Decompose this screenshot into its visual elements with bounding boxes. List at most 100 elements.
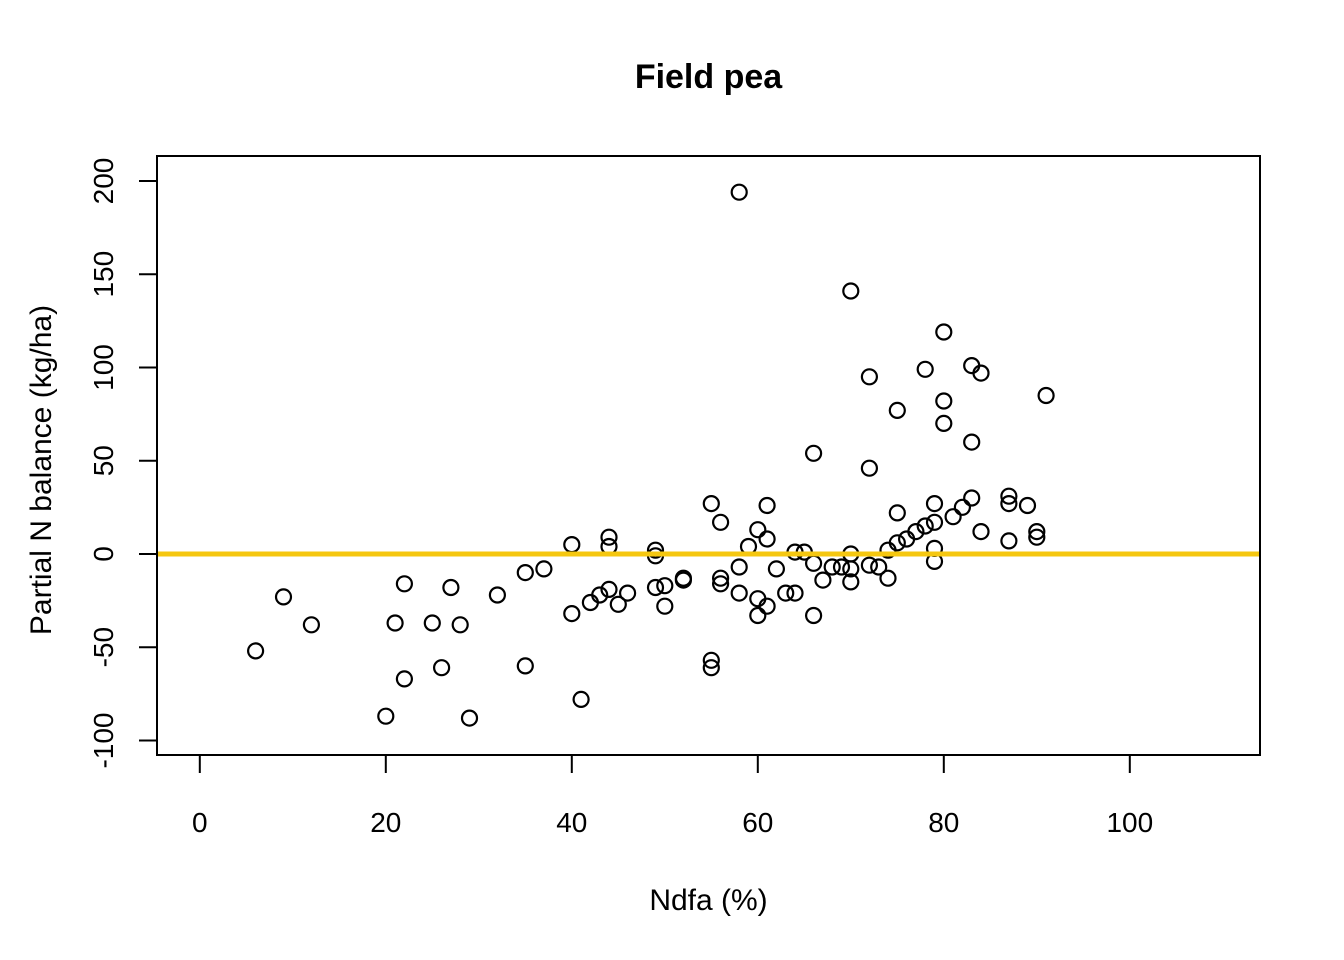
data-point	[944, 508, 962, 526]
data-point	[377, 707, 395, 725]
data-point	[749, 606, 767, 625]
y-axis-tick-label: 200	[88, 158, 119, 205]
data-point	[814, 571, 832, 589]
data-point	[870, 558, 888, 576]
data-point	[935, 323, 953, 341]
data-point	[702, 659, 720, 677]
data-point	[1028, 528, 1046, 546]
data-point	[600, 580, 618, 599]
data-point	[767, 560, 786, 578]
y-axis-label-text: Partial N balance (kg/ha)	[25, 304, 58, 636]
x-axis-tick-label: 0	[192, 807, 208, 838]
data-point	[860, 368, 879, 386]
data-point	[395, 670, 413, 688]
data-point	[711, 513, 730, 531]
data-point	[907, 522, 925, 541]
y-axis-tick-label: -50	[88, 627, 119, 667]
data-point	[842, 282, 860, 300]
x-axis-tick-label: 60	[742, 807, 773, 838]
data-point	[451, 616, 469, 634]
data-point	[591, 586, 609, 604]
data-point	[804, 554, 823, 572]
data-point	[609, 595, 627, 613]
data-point	[730, 558, 748, 576]
data-point	[963, 433, 981, 451]
data-point	[488, 586, 506, 604]
x-axis-tick-label: 100	[1106, 807, 1153, 838]
data-point	[572, 690, 590, 709]
data-point	[563, 604, 581, 623]
data-point	[1000, 532, 1018, 550]
data-point	[674, 569, 693, 587]
data-point	[702, 495, 720, 513]
data-point	[953, 498, 972, 516]
data-point	[786, 584, 804, 602]
data-point	[888, 534, 906, 552]
data-point	[442, 578, 460, 597]
data-point	[925, 495, 944, 513]
data-point	[730, 584, 748, 602]
data-point	[386, 614, 404, 632]
y-axis-tick-label: -100	[88, 712, 119, 768]
data-point	[274, 588, 293, 606]
data-point	[535, 560, 553, 578]
data-point	[516, 657, 534, 675]
data-point	[860, 556, 879, 574]
data-points	[247, 183, 1055, 727]
plot-title: Field pea	[634, 58, 783, 96]
data-point	[423, 614, 441, 632]
y-axis-tick-label: 0	[88, 546, 119, 562]
data-point	[888, 401, 906, 419]
y-axis-tick-label: 100	[88, 344, 119, 391]
data-point	[935, 414, 953, 432]
data-point	[460, 709, 479, 727]
data-point	[749, 521, 767, 539]
data-point	[972, 522, 990, 541]
data-point	[1000, 487, 1018, 505]
data-point	[935, 392, 953, 410]
data-point	[832, 558, 851, 576]
data-point	[972, 364, 990, 382]
data-point	[879, 569, 897, 587]
x-axis-tick-label: 40	[556, 807, 587, 838]
data-point	[758, 597, 776, 615]
data-point	[563, 535, 581, 554]
data-point	[395, 575, 413, 593]
data-point	[1018, 496, 1037, 515]
x-axis-tick-label: 80	[928, 807, 959, 838]
data-point	[702, 651, 720, 669]
plot-box	[156, 155, 1261, 756]
data-point	[730, 183, 748, 201]
y-axis-tick-label: 150	[88, 251, 119, 298]
data-point	[646, 541, 665, 559]
data-point	[823, 558, 841, 576]
data-point	[842, 573, 860, 591]
data-point	[758, 530, 776, 548]
data-point	[963, 489, 981, 507]
data-point	[302, 616, 320, 634]
data-point	[433, 659, 451, 677]
data-point	[711, 569, 730, 587]
data-point	[804, 606, 823, 625]
data-point	[888, 504, 906, 522]
data-point	[247, 642, 265, 660]
data-point	[777, 584, 795, 602]
data-point	[860, 459, 879, 477]
data-point	[916, 517, 934, 535]
x-axis-label: Ndfa (%)	[649, 884, 768, 917]
data-point	[916, 360, 934, 378]
data-point	[1000, 495, 1018, 513]
data-point	[600, 528, 618, 546]
data-point	[656, 597, 674, 615]
data-point	[516, 563, 534, 582]
data-point	[646, 578, 665, 597]
data-point	[925, 513, 944, 531]
data-point	[711, 575, 730, 593]
data-point	[1028, 522, 1046, 541]
data-point	[804, 444, 823, 462]
x-axis-tick-label: 20	[370, 807, 401, 838]
data-point	[758, 496, 776, 515]
y-axis-tick-label: 50	[88, 445, 119, 476]
